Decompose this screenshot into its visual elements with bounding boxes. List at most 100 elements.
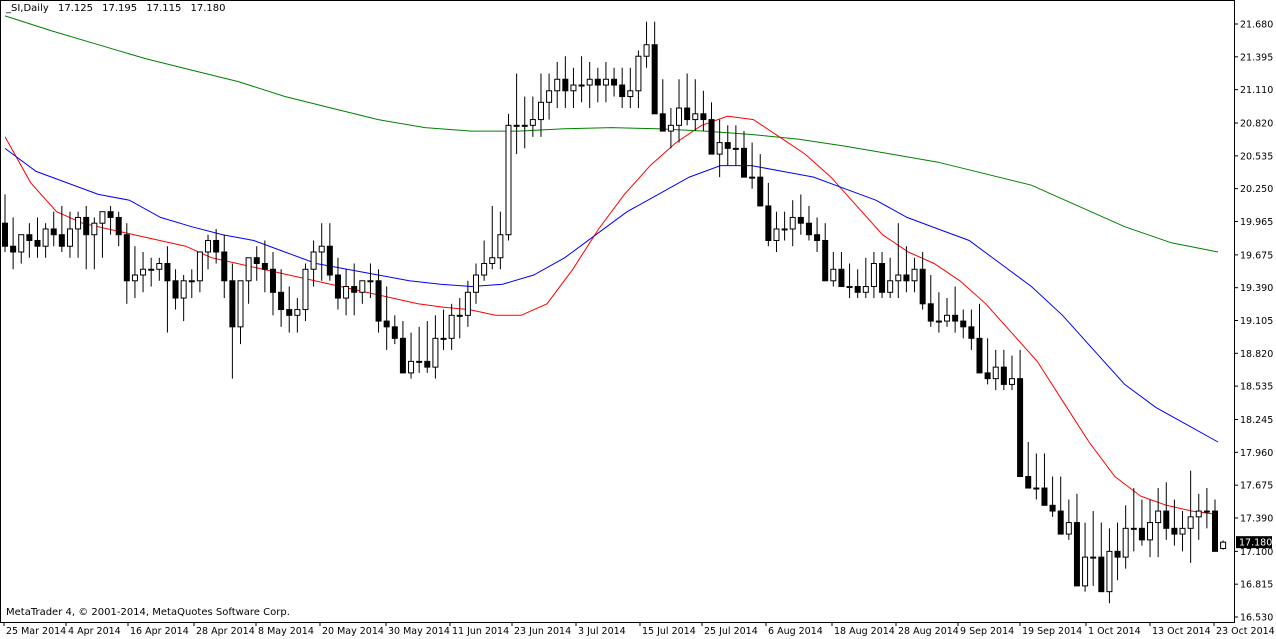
y-tick-label: 19.965 xyxy=(1240,217,1273,228)
low-value: 17.115 xyxy=(146,3,182,14)
candle-body xyxy=(261,263,268,270)
x-tick-label: 28 Apr 2014 xyxy=(196,626,255,637)
candle-body xyxy=(611,78,618,86)
symbol-label: _SI,Daily xyxy=(6,3,49,14)
candle-body xyxy=(594,78,601,86)
candle-body xyxy=(75,216,82,230)
candle-body xyxy=(789,216,796,230)
candle-body xyxy=(765,205,772,241)
y-tick-label: 17.100 xyxy=(1240,547,1273,558)
x-tick-label: 19 Sep 2014 xyxy=(1022,626,1082,637)
candle-body xyxy=(326,245,333,276)
candle-body xyxy=(18,234,25,253)
candle-body xyxy=(448,314,455,339)
candle-body xyxy=(99,211,106,224)
candle-body xyxy=(773,228,780,241)
x-tick-label: 4 Apr 2014 xyxy=(68,626,121,637)
candle-body xyxy=(944,314,951,322)
candle-body xyxy=(586,78,593,86)
candle-body xyxy=(440,337,447,340)
candle-body xyxy=(58,234,65,247)
candle-body xyxy=(708,119,715,155)
candle-body xyxy=(862,286,869,293)
y-tick-label: 18.535 xyxy=(1240,382,1273,393)
candle-body xyxy=(188,280,195,283)
candle-body xyxy=(26,234,33,241)
candle-body xyxy=(375,280,382,322)
x-tick-label: 8 May 2014 xyxy=(258,626,314,637)
y-tick-label: 17.675 xyxy=(1240,481,1273,492)
candle-body xyxy=(1000,366,1007,385)
candle-body xyxy=(757,176,764,207)
chart-header: _SI,Daily 17.125 17.195 17.115 17.180 xyxy=(6,3,232,14)
candle-body xyxy=(1041,487,1048,506)
price-axis: 21.680 21.395 21.110 20.820 20.535 20.250 19.9… xyxy=(1234,20,1273,624)
candle-body xyxy=(245,257,252,282)
candle-body xyxy=(935,320,942,323)
candle-body xyxy=(895,274,902,282)
candle-body xyxy=(984,372,991,380)
candle-body xyxy=(269,268,276,293)
close-value: 17.180 xyxy=(190,3,226,14)
candle-body xyxy=(676,107,683,126)
candle-body xyxy=(797,216,804,224)
candle-body xyxy=(992,366,999,380)
y-tick-label: 21.110 xyxy=(1240,85,1273,96)
candle-body xyxy=(1065,522,1072,535)
candle-body xyxy=(838,268,845,288)
candle-body xyxy=(66,228,73,247)
candle-body xyxy=(1098,556,1105,593)
candle-body xyxy=(383,320,390,328)
x-tick-label: 13 Oct 2014 xyxy=(1152,626,1211,637)
y-tick-label: 19.675 xyxy=(1240,250,1273,261)
x-tick-label: 28 Aug 2014 xyxy=(898,626,959,637)
candle-body xyxy=(529,119,536,126)
candle-body xyxy=(253,257,260,265)
candle-body xyxy=(627,90,634,98)
candle-body xyxy=(846,286,853,289)
moving-averages xyxy=(4,15,1219,515)
candle-body xyxy=(919,268,926,305)
candle-body xyxy=(432,337,439,368)
candle-body xyxy=(278,291,285,311)
candle-body xyxy=(351,286,358,293)
candle-body xyxy=(570,84,577,92)
candle-body xyxy=(399,337,406,374)
x-tick-label: 6 Aug 2014 xyxy=(768,626,823,637)
candle-body xyxy=(391,326,398,339)
candle-body xyxy=(749,176,756,179)
candle-body xyxy=(172,280,179,299)
candle-body xyxy=(667,124,674,132)
candle-body xyxy=(408,360,415,374)
candle-body xyxy=(643,44,650,57)
candle-body xyxy=(1122,527,1129,558)
y-tick-label: 16.815 xyxy=(1240,580,1273,591)
candle-body xyxy=(131,274,138,282)
x-tick-label: 15 Jul 2014 xyxy=(642,626,696,637)
candle-body xyxy=(976,337,983,374)
candle-body xyxy=(1203,510,1210,513)
candle-body xyxy=(1025,476,1032,489)
candle-body xyxy=(1138,527,1145,541)
candle-body xyxy=(1082,556,1089,587)
candle-body xyxy=(700,113,707,121)
candle-body xyxy=(343,286,350,299)
candle-body xyxy=(505,124,512,236)
candle-body xyxy=(156,263,163,270)
candle-body xyxy=(1147,522,1154,541)
candle-body xyxy=(578,84,585,87)
candle-body xyxy=(456,314,463,317)
candle-body xyxy=(805,222,812,236)
x-tick-label: 3 Jul 2014 xyxy=(578,626,626,637)
candle-body xyxy=(830,268,837,282)
candle-body xyxy=(635,55,642,92)
candle-body xyxy=(334,274,341,299)
y-tick-label: 19.105 xyxy=(1240,316,1273,327)
candle-body xyxy=(473,274,480,293)
candle-body xyxy=(960,320,967,328)
moving-average-line xyxy=(4,147,1219,443)
x-tick-label: 23 Jun 2014 xyxy=(514,626,571,637)
candle-body xyxy=(1033,487,1040,490)
candle-body xyxy=(1179,527,1186,535)
